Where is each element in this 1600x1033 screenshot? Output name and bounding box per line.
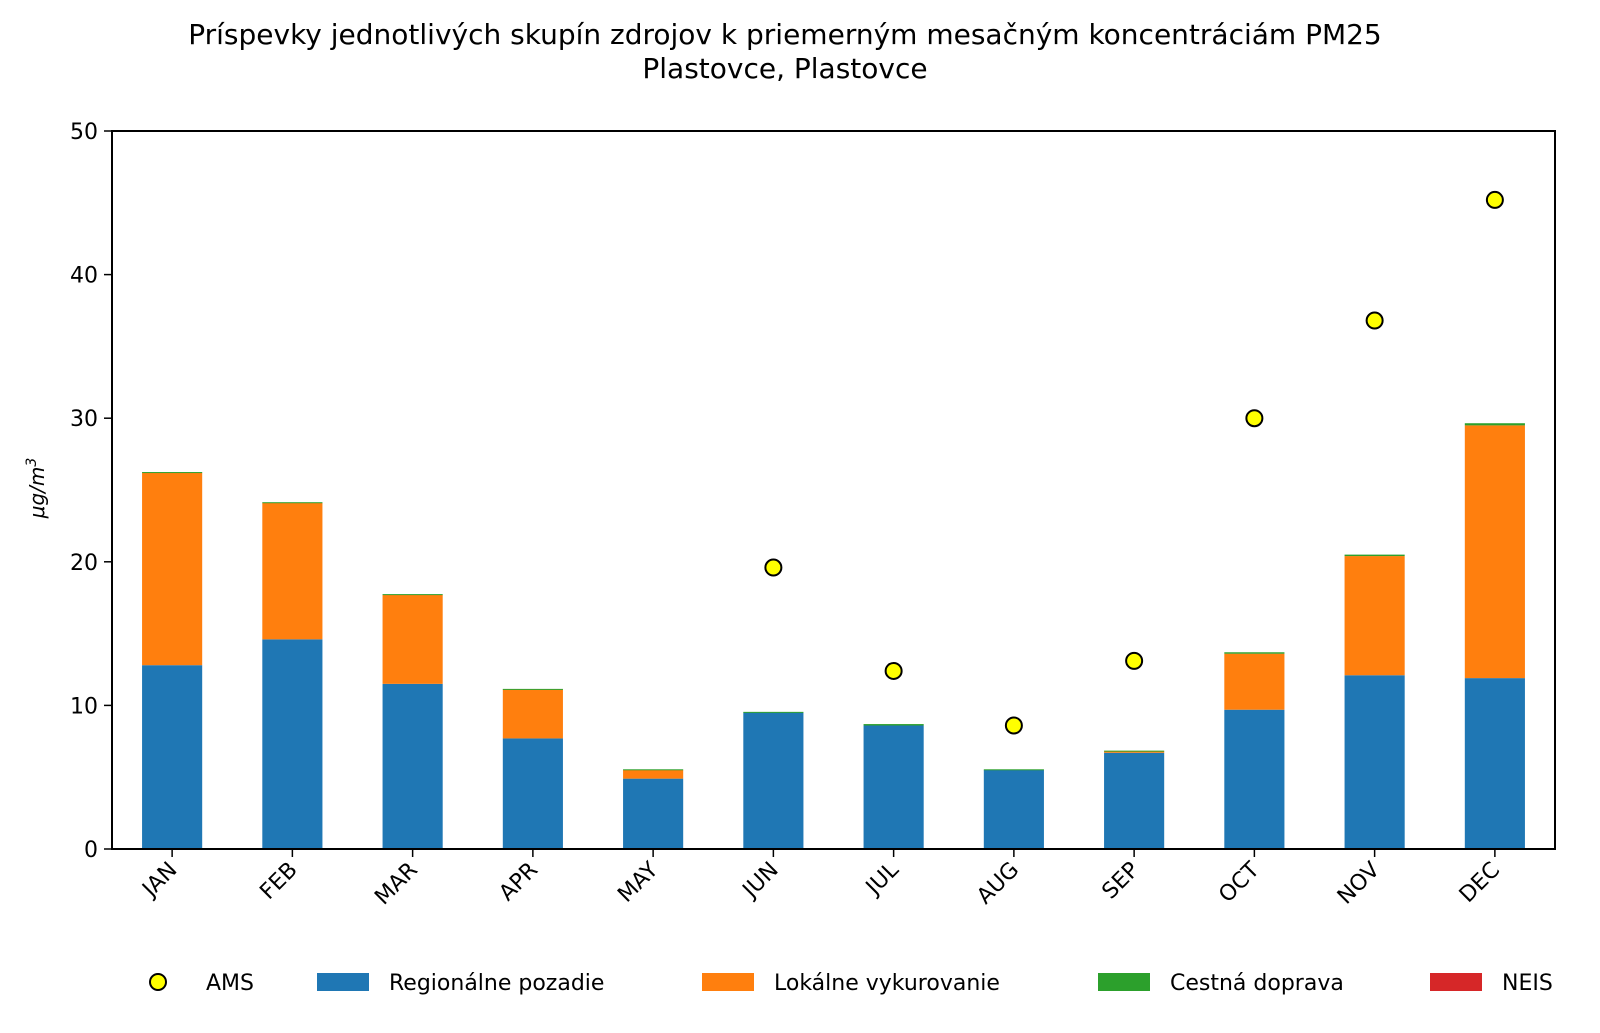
ams-point-jun <box>764 558 783 577</box>
bar-regionálne-pozadie-sep <box>1104 752 1165 849</box>
legend: AMS Regionálne pozadie Lokálne vykurovanie… <box>149 971 1553 996</box>
legend-swatch-cestná-doprava <box>1098 973 1150 991</box>
legend-swatch-neis <box>1430 973 1482 991</box>
bar-regionálne-pozadie-dec <box>1464 678 1525 849</box>
chart-subtitle: Plastovce, Plastovce <box>642 52 927 85</box>
bar-regionálne-pozadie-mar <box>382 683 443 849</box>
y-tick-label: 0 <box>84 838 98 863</box>
bar-cestná-doprava-mar <box>382 594 443 596</box>
bar-regionálne-pozadie-jun <box>743 712 804 849</box>
y-axis-label-exponent: 3 <box>24 458 40 467</box>
y-tick-label: 10 <box>70 694 98 719</box>
x-tick-label-aug: AUG <box>972 858 1024 910</box>
bar-cestná-doprava-nov <box>1344 554 1405 557</box>
bar-cestná-doprava-jan <box>142 472 203 474</box>
bar-cestná-doprava-jul <box>863 724 924 726</box>
x-tick-label-jan: JAN <box>137 858 183 904</box>
x-tick-label-sep: SEP <box>1098 858 1145 905</box>
legend-label-regionálne-pozadie: Regionálne pozadie <box>389 971 604 996</box>
bar-lokálne-vykurovanie-feb <box>262 502 323 640</box>
bar-lokálne-vykurovanie-nov <box>1344 556 1405 676</box>
y-tick-label: 40 <box>70 264 98 289</box>
bar-lokálne-vykurovanie-apr <box>502 689 563 739</box>
bar-regionálne-pozadie-nov <box>1344 675 1405 849</box>
x-tick-label-mar: MAR <box>370 858 423 911</box>
bar-lokálne-vykurovanie-mar <box>382 594 443 684</box>
ams-point-nov <box>1365 311 1384 330</box>
ams-point-oct <box>1245 409 1264 428</box>
y-tick-label: 50 <box>70 120 98 145</box>
y-axis-label-unit: μg/m <box>25 467 49 520</box>
y-tick-label: 20 <box>70 551 98 576</box>
ams-point-jul <box>884 661 903 680</box>
plot-frame <box>111 130 1556 850</box>
ams-point-sep <box>1125 651 1144 670</box>
x-tick-label-nov: NOV <box>1333 858 1385 910</box>
bar-regionálne-pozadie-jan <box>142 665 203 849</box>
legend-swatch-regionálne-pozadie <box>317 973 369 991</box>
x-tick-label-jun: JUN <box>737 858 784 905</box>
x-tick-label-may: MAY <box>613 857 663 907</box>
bar-regionálne-pozadie-oct <box>1224 709 1285 849</box>
bar-cestná-doprava-may <box>623 769 684 771</box>
y-tick-label: 30 <box>70 407 98 432</box>
x-tick-label-dec: DEC <box>1455 858 1505 908</box>
legend-label-lokálne-vykurovanie: Lokálne vykurovanie <box>774 971 1000 996</box>
bar-cestná-doprava-jun <box>743 711 804 713</box>
legend-marker-ams <box>149 973 167 991</box>
legend-label-ams: AMS <box>206 971 254 996</box>
bar-cestná-doprava-aug <box>983 769 1044 771</box>
bar-regionálne-pozadie-feb <box>262 639 323 849</box>
x-tick-label-jul: JUL <box>860 857 904 901</box>
bar-cestná-doprava-sep <box>1104 750 1165 752</box>
ams-point-layer <box>764 190 1504 735</box>
bar-regionálne-pozadie-apr <box>502 738 563 849</box>
bar-cestná-doprava-dec <box>1464 423 1525 426</box>
legend-label-neis: NEIS <box>1502 971 1553 996</box>
y-axis-label: μg/m3 <box>24 458 49 520</box>
bar-lokálne-vykurovanie-jan <box>142 472 203 666</box>
bar-lokálne-vykurovanie-sep <box>1104 751 1165 753</box>
bar-regionálne-pozadie-jul <box>863 725 924 849</box>
bar-cestná-doprava-apr <box>502 688 563 690</box>
legend-swatch-lokálne-vykurovanie <box>702 973 754 991</box>
x-tick-label-oct: OCT <box>1214 857 1265 908</box>
bar-regionálne-pozadie-aug <box>983 770 1044 849</box>
x-tick-label-feb: FEB <box>255 858 302 905</box>
x-tick-label-apr: APR <box>495 858 544 907</box>
bar-cestná-doprava-feb <box>262 502 323 504</box>
bar-layer <box>142 423 1525 849</box>
legend-label-cestná-doprava: Cestná doprava <box>1170 971 1344 996</box>
chart-title: Príspevky jednotlivých skupín zdrojov k … <box>188 18 1382 51</box>
bar-lokálne-vykurovanie-oct <box>1224 653 1285 710</box>
bar-cestná-doprava-oct <box>1224 652 1285 654</box>
bar-lokálne-vykurovanie-dec <box>1464 425 1525 679</box>
bar-lokálne-vykurovanie-may <box>623 770 684 779</box>
bar-regionálne-pozadie-may <box>623 778 684 849</box>
ams-point-aug <box>1004 716 1023 735</box>
ams-point-dec <box>1485 190 1504 209</box>
